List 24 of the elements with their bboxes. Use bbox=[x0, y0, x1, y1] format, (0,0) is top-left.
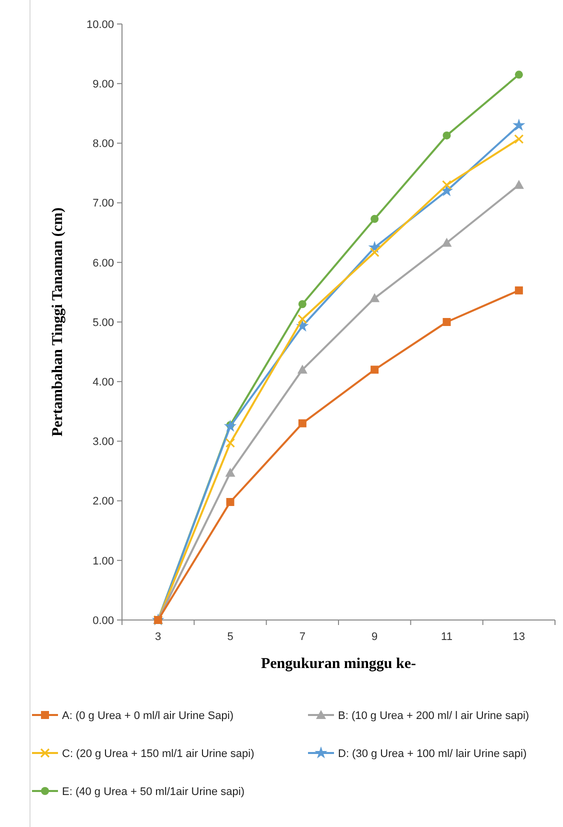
y-tick-label: 3.00 bbox=[92, 436, 114, 448]
y-tick-label: 5.00 bbox=[92, 316, 114, 329]
y-tick-label: 1.00 bbox=[92, 555, 114, 568]
legend-label: D: (30 g Urea + 100 ml/ lair Urine sapi) bbox=[338, 748, 527, 760]
x-axis-title: Pengukuran minggu ke- bbox=[260, 656, 416, 672]
y-tick-label: 2.00 bbox=[92, 496, 114, 508]
y-tick-label: 7.00 bbox=[92, 198, 114, 210]
y-tick-label: 0.00 bbox=[92, 614, 114, 627]
legend-label: C: (20 g Urea + 150 ml/1 air Urine sapi) bbox=[62, 748, 254, 760]
x-tick-label: 7 bbox=[299, 631, 306, 643]
x-tick-label: 13 bbox=[512, 631, 526, 643]
legend-label: E: (40 g Urea + 50 ml/1air Urine sapi) bbox=[62, 786, 244, 798]
y-tick-label: 9.00 bbox=[92, 78, 114, 90]
x-tick-label: 11 bbox=[441, 631, 452, 643]
legend-label: B: (10 g Urea + 200 ml/ l air Urine sapi) bbox=[338, 710, 530, 722]
y-tick-label: 6.00 bbox=[92, 257, 114, 270]
legend-label: A: (0 g Urea + 0 ml/l air Urine Sapi) bbox=[62, 710, 234, 722]
y-tick-label: 10.00 bbox=[86, 18, 114, 31]
x-tick-label: 3 bbox=[155, 631, 162, 643]
y-tick-label: 4.00 bbox=[92, 376, 114, 388]
y-axis-title: Pertambahan Tinggi Tanaman (cm) bbox=[50, 207, 66, 437]
x-tick-label: 9 bbox=[372, 631, 378, 643]
y-tick-label: 8.00 bbox=[92, 138, 114, 150]
x-tick-label: 5 bbox=[227, 631, 234, 643]
